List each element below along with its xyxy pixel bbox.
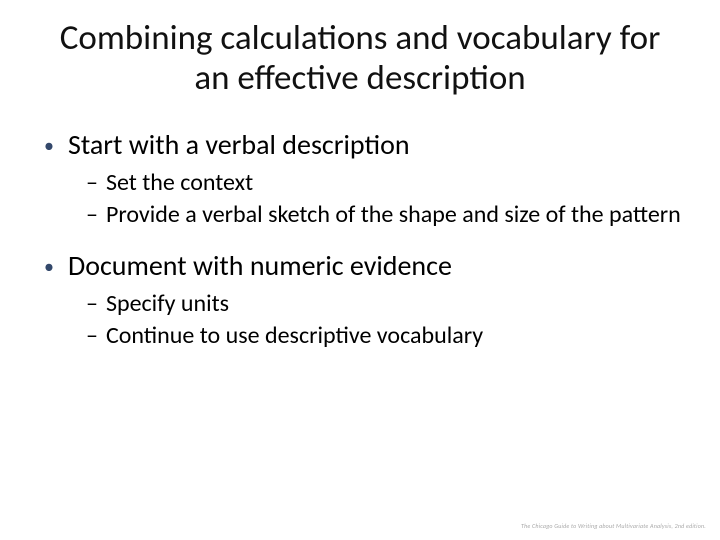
bullet-l2: – Specify units xyxy=(86,289,684,319)
bullet-l1: • Document with numeric evidence xyxy=(44,248,684,283)
bullet-dash-icon: – xyxy=(86,289,98,319)
slide: Combining calculations and vocabulary fo… xyxy=(0,0,720,540)
bullet-l2-text: Continue to use descriptive vocabulary xyxy=(106,321,483,351)
bullet-l2: – Set the context xyxy=(86,168,684,198)
bullet-l2-text: Set the context xyxy=(106,168,253,198)
bullet-l2-text: Provide a verbal sketch of the shape and… xyxy=(106,200,681,230)
bullet-dot-icon: • xyxy=(44,255,54,280)
slide-content: • Start with a verbal description – Set … xyxy=(36,127,684,351)
bullet-l1-text: Start with a verbal description xyxy=(68,127,410,162)
bullet-l2-text: Specify units xyxy=(106,289,229,319)
slide-footer: The Chicago Guide to Writing about Multi… xyxy=(521,522,706,530)
slide-title: Combining calculations and vocabulary fo… xyxy=(36,18,684,99)
bullet-group-0: • Start with a verbal description – Set … xyxy=(44,127,684,230)
bullet-group-1: • Document with numeric evidence – Speci… xyxy=(44,248,684,351)
bullet-l1: • Start with a verbal description xyxy=(44,127,684,162)
bullet-dash-icon: – xyxy=(86,321,98,351)
bullet-l2: – Continue to use descriptive vocabulary xyxy=(86,321,684,351)
bullet-dash-icon: – xyxy=(86,200,98,230)
bullet-l2: – Provide a verbal sketch of the shape a… xyxy=(86,200,684,230)
bullet-dash-icon: – xyxy=(86,168,98,198)
bullet-dot-icon: • xyxy=(44,134,54,159)
bullet-l1-text: Document with numeric evidence xyxy=(68,248,452,283)
